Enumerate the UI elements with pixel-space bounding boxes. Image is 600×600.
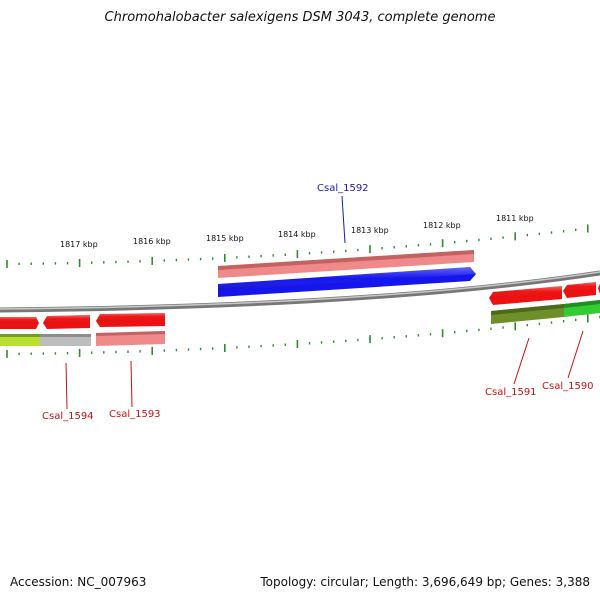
accession-text: Accession: NC_007963 xyxy=(10,575,147,589)
label-csal-1594[interactable]: Csal_1594 xyxy=(42,411,94,422)
gene-csal-1591-arrow[interactable] xyxy=(489,286,562,305)
ruler-label-1813: 1813 kbp xyxy=(351,226,389,235)
gene-csal-1593-track[interactable] xyxy=(96,331,165,346)
gene-csal-1593-arrow[interactable] xyxy=(96,313,165,327)
ruler-label-1812: 1812 kbp xyxy=(423,221,461,230)
label-csal-1590[interactable]: Csal_1590 xyxy=(542,381,594,392)
ruler-label-1817: 1817 kbp xyxy=(60,240,98,249)
gene-csal-1590-track[interactable] xyxy=(564,300,600,317)
genome-title: Chromohalobacter salexigens DSM 3043, co… xyxy=(104,10,496,25)
lower-ruler-track xyxy=(6,314,600,358)
gene-csal-1592[interactable] xyxy=(218,250,476,297)
leader-csal-1594 xyxy=(65,362,68,410)
gene-csal-1590-arrow[interactable] xyxy=(563,282,600,298)
topology-text: Topology: circular; Length: 3,696,649 bp… xyxy=(260,575,590,589)
leader-csal-1592 xyxy=(341,195,346,244)
gene-csal-1594-arrow[interactable] xyxy=(43,315,90,329)
ruler-label-1814: 1814 kbp xyxy=(278,230,316,239)
label-csal-1592[interactable]: Csal_1592 xyxy=(317,183,369,194)
leader-csal-1591 xyxy=(513,337,530,385)
leader-csal-1590 xyxy=(567,330,584,379)
label-csal-1591[interactable]: Csal_1591 xyxy=(485,387,537,398)
gene-left-reverse-1[interactable] xyxy=(0,317,39,329)
ruler-label-1816: 1816 kbp xyxy=(133,237,171,246)
label-csal-1593[interactable]: Csal_1593 xyxy=(109,409,161,420)
leader-csal-1593 xyxy=(130,360,133,408)
genome-backbone xyxy=(0,270,600,313)
gene-csal-1594-track[interactable] xyxy=(0,334,91,346)
ruler-label-1815: 1815 kbp xyxy=(206,234,244,243)
upper-ruler-track xyxy=(6,224,589,268)
ruler-label-1811: 1811 kbp xyxy=(496,214,534,223)
gene-csal-1591-track[interactable] xyxy=(491,304,564,324)
